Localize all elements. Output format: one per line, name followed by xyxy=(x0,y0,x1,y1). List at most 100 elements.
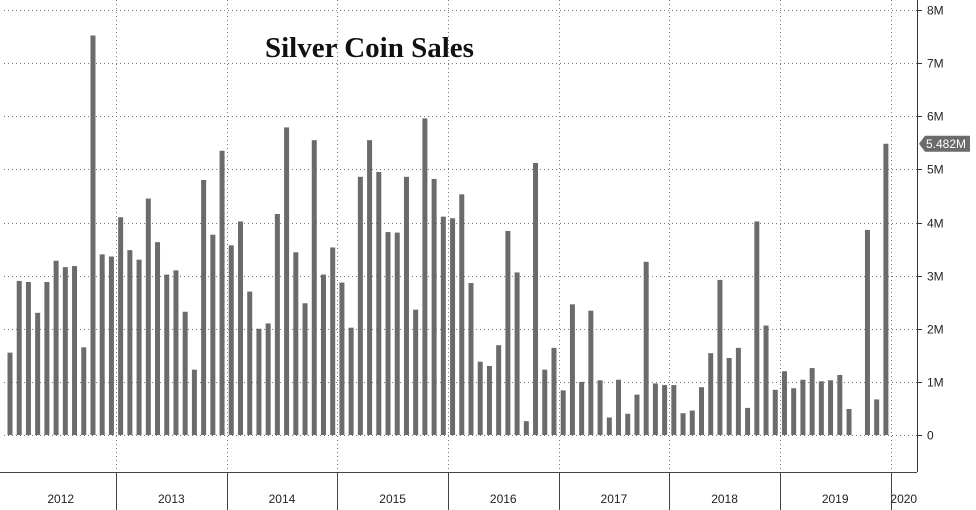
bar xyxy=(551,347,557,436)
bars-layer xyxy=(7,35,889,436)
y-tick-label: 6M xyxy=(927,110,944,124)
bar xyxy=(450,218,456,435)
bar xyxy=(25,282,31,435)
bar xyxy=(643,261,649,435)
bar xyxy=(763,325,769,435)
bar xyxy=(16,280,22,435)
x-tick-label: 2013 xyxy=(158,492,185,506)
bar xyxy=(505,231,511,435)
bar xyxy=(431,178,437,435)
bar xyxy=(542,369,548,435)
bar xyxy=(357,176,363,435)
bar xyxy=(413,309,419,436)
bar xyxy=(560,390,566,436)
bar xyxy=(883,143,889,435)
bar xyxy=(671,385,677,435)
bar xyxy=(496,345,502,435)
bar xyxy=(597,380,603,435)
bar xyxy=(689,410,695,435)
bar xyxy=(468,283,474,435)
bar xyxy=(818,381,824,435)
bar xyxy=(708,353,714,435)
bar xyxy=(35,312,41,435)
bar xyxy=(284,127,290,435)
bar xyxy=(62,267,68,436)
bar xyxy=(874,399,880,435)
bar xyxy=(90,35,96,435)
last-value-label: 5.482M xyxy=(926,137,966,151)
bar xyxy=(477,361,483,435)
bar xyxy=(348,327,354,435)
bar xyxy=(191,369,197,435)
x-tick-label: 2012 xyxy=(47,492,74,506)
bar xyxy=(680,413,686,435)
bar xyxy=(274,214,280,435)
y-tick-label: 7M xyxy=(927,57,944,71)
bar xyxy=(533,163,539,435)
bar xyxy=(652,383,658,435)
bar xyxy=(588,310,594,435)
bar xyxy=(846,408,852,435)
bar xyxy=(745,407,751,435)
last-value-flag xyxy=(919,135,970,152)
bar xyxy=(320,274,326,435)
bar xyxy=(606,417,612,435)
bar xyxy=(385,232,391,435)
bar xyxy=(772,389,778,435)
y-tick-label: 8M xyxy=(927,4,944,18)
bar xyxy=(828,380,834,435)
bar xyxy=(634,394,640,436)
y-tick-label: 0 xyxy=(927,429,934,443)
bar xyxy=(662,385,668,435)
bar xyxy=(173,270,179,435)
bar xyxy=(339,282,345,435)
bar xyxy=(735,347,741,436)
bar xyxy=(311,140,317,435)
y-tick-label: 3M xyxy=(927,270,944,284)
bar xyxy=(256,328,262,435)
bar xyxy=(837,374,843,435)
bar xyxy=(155,242,161,435)
bar xyxy=(164,274,170,435)
bar xyxy=(118,217,124,435)
y-tick-label: 2M xyxy=(927,323,944,337)
x-tick-label: 2017 xyxy=(601,492,628,506)
bar xyxy=(791,388,797,435)
bar xyxy=(127,250,133,436)
bar xyxy=(579,381,585,436)
bar xyxy=(293,252,299,435)
bar xyxy=(864,229,870,435)
bar xyxy=(569,304,575,435)
chart-title: Silver Coin Sales xyxy=(265,32,474,64)
bar xyxy=(625,413,631,435)
bar xyxy=(809,368,815,435)
x-tick-label: 2018 xyxy=(711,492,738,506)
bar xyxy=(201,180,207,435)
bar xyxy=(136,259,142,435)
bar xyxy=(367,140,373,435)
bar xyxy=(699,387,704,435)
bar xyxy=(228,245,234,435)
bar xyxy=(514,272,520,435)
y-tick-label: 4M xyxy=(927,217,944,231)
bar xyxy=(403,176,409,435)
bar xyxy=(53,260,59,435)
bar xyxy=(145,198,151,435)
bar xyxy=(219,150,225,435)
y-tick-label: 1M xyxy=(927,376,944,390)
bar xyxy=(7,352,13,435)
bar xyxy=(302,303,308,435)
bar xyxy=(238,221,243,435)
bar xyxy=(108,256,114,435)
x-tick-label: 2015 xyxy=(379,492,406,506)
bar xyxy=(210,234,216,435)
bar xyxy=(247,291,253,435)
bar xyxy=(459,194,465,435)
bar xyxy=(440,216,446,435)
bar xyxy=(800,379,806,435)
bar xyxy=(44,282,50,435)
bar xyxy=(376,172,382,435)
bar xyxy=(781,371,787,435)
